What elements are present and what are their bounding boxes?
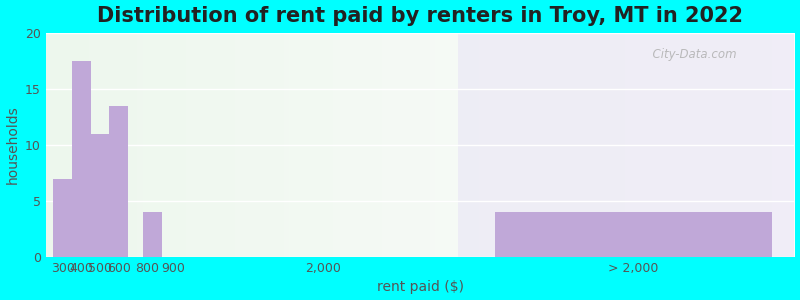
Bar [110, 106, 128, 257]
Y-axis label: households: households [6, 106, 19, 184]
Bar [458, 33, 794, 257]
Bar [143, 212, 162, 257]
Title: Distribution of rent paid by renters in Troy, MT in 2022: Distribution of rent paid by renters in … [97, 6, 743, 26]
Bar [90, 134, 110, 257]
Bar [72, 61, 90, 257]
X-axis label: rent paid ($): rent paid ($) [377, 280, 464, 294]
Bar [54, 178, 72, 257]
Text: City-Data.com: City-Data.com [645, 48, 736, 62]
Bar [495, 212, 772, 257]
